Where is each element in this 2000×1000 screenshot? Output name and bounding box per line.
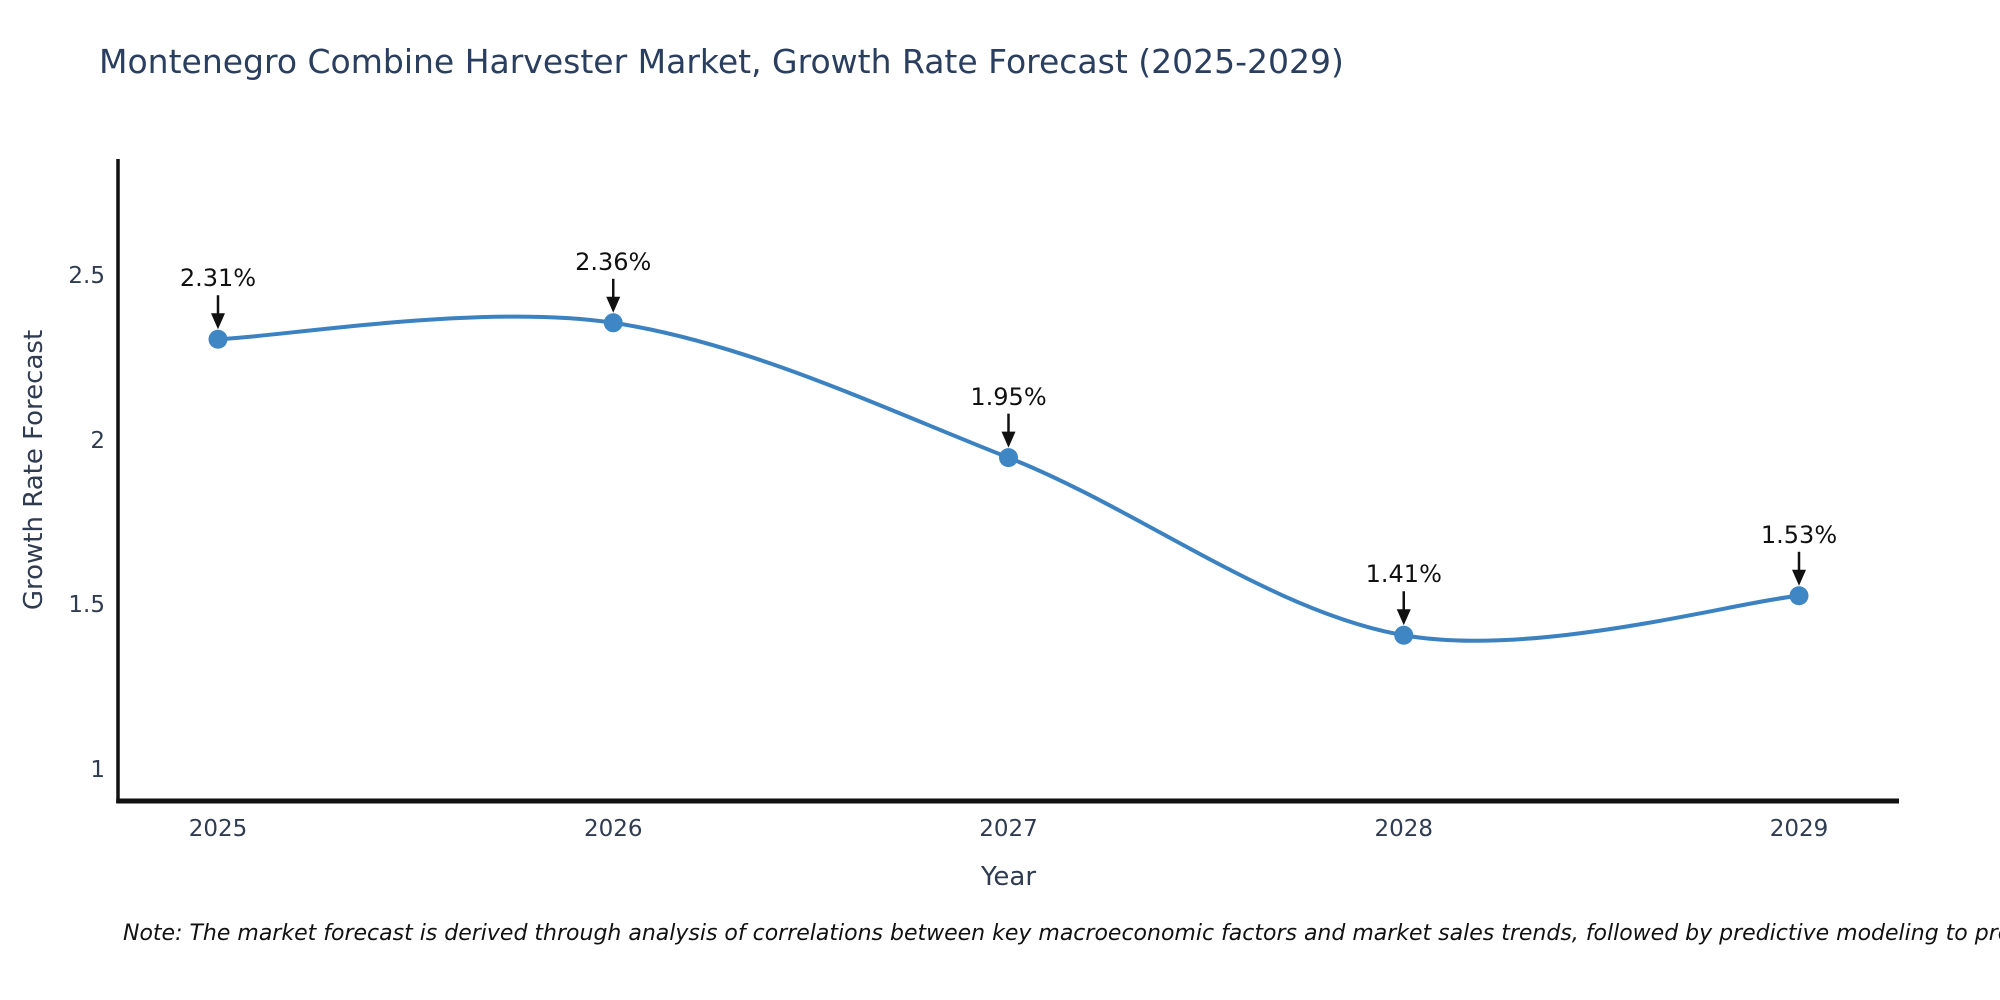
- data-point-2028[interactable]: [1394, 625, 1414, 645]
- y-axis-title: Growth Rate Forecast: [19, 329, 49, 611]
- x-tick-label-2025: 2025: [188, 816, 248, 842]
- data-points: [208, 313, 1809, 645]
- point-annotation-2025: 2.31%: [179, 264, 257, 293]
- y-tick-label-2.5: 2.5: [68, 263, 105, 290]
- point-annotation-2028: 1.41%: [1365, 560, 1442, 589]
- footnote: Note: The market forecast is derived thr…: [123, 921, 2000, 946]
- y-tick-label-1.5: 1.5: [68, 592, 105, 619]
- data-point-2025[interactable]: [208, 329, 228, 349]
- series-line: [215, 314, 1801, 643]
- x-tick-label-2026: 2026: [583, 816, 643, 842]
- annotation-arrowhead-icon: [1396, 609, 1411, 626]
- annotation-arrowhead-icon: [1001, 431, 1016, 448]
- x-tick-label-2028: 2028: [1374, 816, 1434, 842]
- annotation-arrowhead-icon: [1792, 569, 1807, 586]
- x-tick-label-2029: 2029: [1769, 816, 1829, 842]
- point-annotation-2026: 2.36%: [575, 247, 652, 276]
- annotation-arrowhead-icon: [210, 313, 225, 330]
- y-tick-label-1: 1: [90, 756, 105, 783]
- x-axis-title: Year: [980, 862, 1037, 892]
- data-point-2027[interactable]: [999, 448, 1018, 468]
- point-annotation-2027: 1.95%: [970, 382, 1047, 411]
- y-tick-label-2: 2: [90, 427, 105, 454]
- data-point-2026[interactable]: [603, 313, 623, 333]
- chart-title: Montenegro Combine Harvester Market, Gro…: [99, 42, 1344, 81]
- annotation-arrowhead-icon: [606, 296, 621, 313]
- annotation-arrows: [210, 278, 1807, 626]
- data-point-2029[interactable]: [1789, 586, 1809, 606]
- point-annotation-2029: 1.53%: [1760, 520, 1838, 549]
- x-tick-label-2027: 2027: [979, 816, 1038, 842]
